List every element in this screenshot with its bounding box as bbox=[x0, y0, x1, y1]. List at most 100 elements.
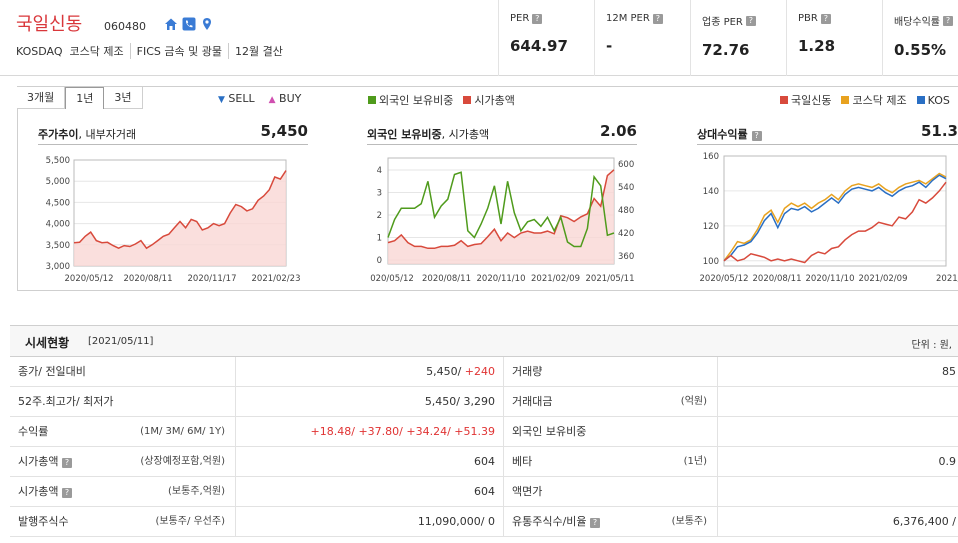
x-tick-label: 2020/11/17 bbox=[188, 274, 237, 284]
x-tick-label: 2020/08/11 bbox=[753, 274, 802, 284]
location-icon[interactable] bbox=[200, 17, 214, 31]
stock-code: 060480 bbox=[104, 20, 146, 33]
y-tick-label: 3,500 bbox=[46, 241, 70, 251]
row-label-2: 유통주식수/비율 ? (보통주) bbox=[504, 507, 718, 537]
help-icon[interactable]: ? bbox=[820, 13, 831, 24]
y-left-tick-label: 0 bbox=[377, 256, 382, 266]
price-panel-head: 주가추이, 내부자거래 5,450 bbox=[38, 122, 308, 145]
y-tick-label: 3,000 bbox=[46, 262, 70, 272]
valuation-metrics: PER? 644.97 12M PER? - 업종 PER? 72.76 PBR… bbox=[498, 0, 958, 76]
row-value: 604 bbox=[236, 477, 504, 507]
chart-container bbox=[17, 86, 958, 291]
y-right-tick-label: 540 bbox=[618, 183, 634, 193]
x-tick-label: 2021/02/09 bbox=[859, 274, 908, 284]
row-value: 11,090,000/ 0 bbox=[236, 507, 504, 537]
help-icon[interactable]: ? bbox=[590, 518, 601, 528]
table-row: 시가총액 ? (보통주,억원) 604 액면가 bbox=[10, 477, 958, 507]
help-icon[interactable]: ? bbox=[652, 13, 663, 24]
company-meta: KOSDAQ 코스닥 제조 FICS 금속 및 광물 12월 결산 bbox=[16, 43, 289, 59]
legend-company[interactable]: 국일신동 bbox=[780, 92, 831, 108]
y-left-tick-label: 1 bbox=[377, 234, 382, 244]
phone-icon[interactable] bbox=[182, 17, 196, 31]
quote-table: 시세현황 [2021/05/11] 단위 : 원, 종가/ 전일대비 5,450/… bbox=[10, 325, 958, 537]
row-value: 5,450/ 3,290 bbox=[236, 387, 504, 417]
row-label-2: 베타 (1년) bbox=[504, 447, 718, 477]
table-unit: 단위 : 원, bbox=[911, 340, 952, 351]
insider-legend: ▼ SELL ▲ BUY bbox=[218, 92, 301, 105]
price-line bbox=[73, 170, 287, 250]
home-icon[interactable] bbox=[164, 17, 178, 31]
metric-sector-per: 업종 PER? 72.76 bbox=[690, 0, 786, 76]
tab-3m[interactable]: 3개월 bbox=[17, 87, 66, 109]
company-name: 국일신동 bbox=[16, 14, 83, 35]
price-chart: 5,500 5,000 4,500 4,000 3,500 3,000 2020/05/12… bbox=[46, 156, 301, 284]
tab-1y[interactable]: 1년 bbox=[65, 87, 105, 109]
row-label-2: 거래대금 (억원) bbox=[504, 387, 718, 417]
table-row: 시가총액 ? (상장예정포함,억원) 604 베타 (1년) 0.9 bbox=[10, 447, 958, 477]
row-label-2: 액면가 bbox=[504, 477, 718, 507]
y-right-tick-label: 480 bbox=[618, 206, 634, 216]
market-cap-area bbox=[388, 169, 614, 264]
help-icon[interactable]: ? bbox=[532, 13, 543, 24]
price-value: 5,450 bbox=[260, 122, 308, 140]
row-label: 시가총액 ? (상장예정포함,억원) bbox=[10, 447, 236, 477]
help-icon[interactable]: ? bbox=[61, 458, 72, 468]
help-icon[interactable]: ? bbox=[751, 131, 762, 141]
y-tick-label: 5,500 bbox=[46, 156, 70, 166]
y-left-tick-label: 3 bbox=[377, 189, 382, 199]
row-value: +18.48/ +37.80/ +34.24/ +51.39 bbox=[236, 417, 504, 447]
table-row: 종가/ 전일대비 5,450/ +240 거래량 85 bbox=[10, 357, 958, 387]
y-right-tick-label: 420 bbox=[618, 229, 634, 239]
y-left-tick-label: 4 bbox=[377, 166, 382, 176]
row-label: 52주.최고가/ 최저가 bbox=[10, 387, 236, 417]
row-value-2 bbox=[718, 417, 958, 447]
y-tick-label: 5,000 bbox=[46, 177, 70, 187]
metric-pbr: PBR? 1.28 bbox=[786, 0, 882, 76]
metric-12m-per: 12M PER? - bbox=[594, 0, 690, 76]
row-value: 5,450/ +240 bbox=[236, 357, 504, 387]
row-label-2: 거래량 bbox=[504, 357, 718, 387]
help-icon[interactable]: ? bbox=[745, 15, 756, 26]
x-tick-label: 2021/02/23 bbox=[252, 274, 301, 284]
x-tick-label: 2020/11/10 bbox=[477, 274, 526, 284]
foreign-value: 2.06 bbox=[599, 122, 637, 140]
market-label: KOSDAQ 코스닥 제조 bbox=[16, 45, 124, 58]
x-tick-label: 2020/11/10 bbox=[806, 274, 855, 284]
y-tick-label: 120 bbox=[703, 222, 719, 232]
row-value-2 bbox=[718, 477, 958, 507]
legend-market-cap[interactable]: 시가총액 bbox=[463, 92, 515, 108]
sell-legend[interactable]: ▼ SELL bbox=[218, 92, 255, 105]
foreign-ratio-line bbox=[387, 171, 615, 248]
fiscal-label: 12월 결산 bbox=[227, 43, 289, 59]
relative-return-chart: 160 140 120 100 2020/05/12 2020/08/11 2020/11/… bbox=[700, 152, 958, 284]
x-tick-label: 2021/05 bbox=[936, 274, 958, 284]
relative-legend: 국일신동 코스닥 제조 KOS bbox=[780, 92, 950, 108]
x-tick-label: 2020/05/12 bbox=[700, 274, 749, 284]
tab-3y[interactable]: 3년 bbox=[104, 87, 143, 109]
legend-kosdaq-mfg[interactable]: 코스닥 제조 bbox=[841, 92, 907, 108]
legend-kos[interactable]: KOS bbox=[916, 94, 950, 107]
table-title: 시세현황 bbox=[25, 336, 70, 350]
foreign-ratio-chart: 4 3 2 1 0 600 540 480 420 360 020/05/12 2020/08/11 2… bbox=[370, 157, 635, 284]
row-value-2: 0.9 bbox=[938, 455, 957, 468]
y-tick-label: 140 bbox=[703, 187, 719, 197]
y-tick-label: 4,500 bbox=[46, 198, 70, 208]
legend-foreign-ratio[interactable]: 외국인 보유비중 bbox=[368, 92, 453, 108]
row-label-2: 외국인 보유비중 bbox=[504, 417, 718, 447]
row-value-2: 85 bbox=[942, 365, 956, 378]
quote-table-header: 시세현황 [2021/05/11] 단위 : 원, bbox=[10, 325, 958, 357]
table-row: 발행주식수 (보통주/ 우선주) 11,090,000/ 0 유통주식수/비율 ? (보… bbox=[10, 507, 958, 537]
kosdaq-mfg-return-line bbox=[723, 172, 947, 262]
buy-legend[interactable]: ▲ BUY bbox=[268, 92, 302, 105]
x-tick-label: 2021/05/11 bbox=[586, 274, 635, 284]
help-icon[interactable]: ? bbox=[61, 488, 72, 498]
y-tick-label: 4,000 bbox=[46, 220, 70, 230]
row-value-2: 6,376,400 / bbox=[892, 515, 956, 528]
row-value: 604 bbox=[236, 447, 504, 477]
y-right-tick-label: 600 bbox=[618, 160, 634, 170]
row-label: 수익률 (1M/ 3M/ 6M/ 1Y) bbox=[10, 417, 236, 447]
triangle-up-icon: ▲ bbox=[268, 95, 276, 105]
row-value-2 bbox=[718, 387, 958, 417]
triangle-down-icon: ▼ bbox=[218, 95, 225, 105]
help-icon[interactable]: ? bbox=[943, 15, 953, 26]
